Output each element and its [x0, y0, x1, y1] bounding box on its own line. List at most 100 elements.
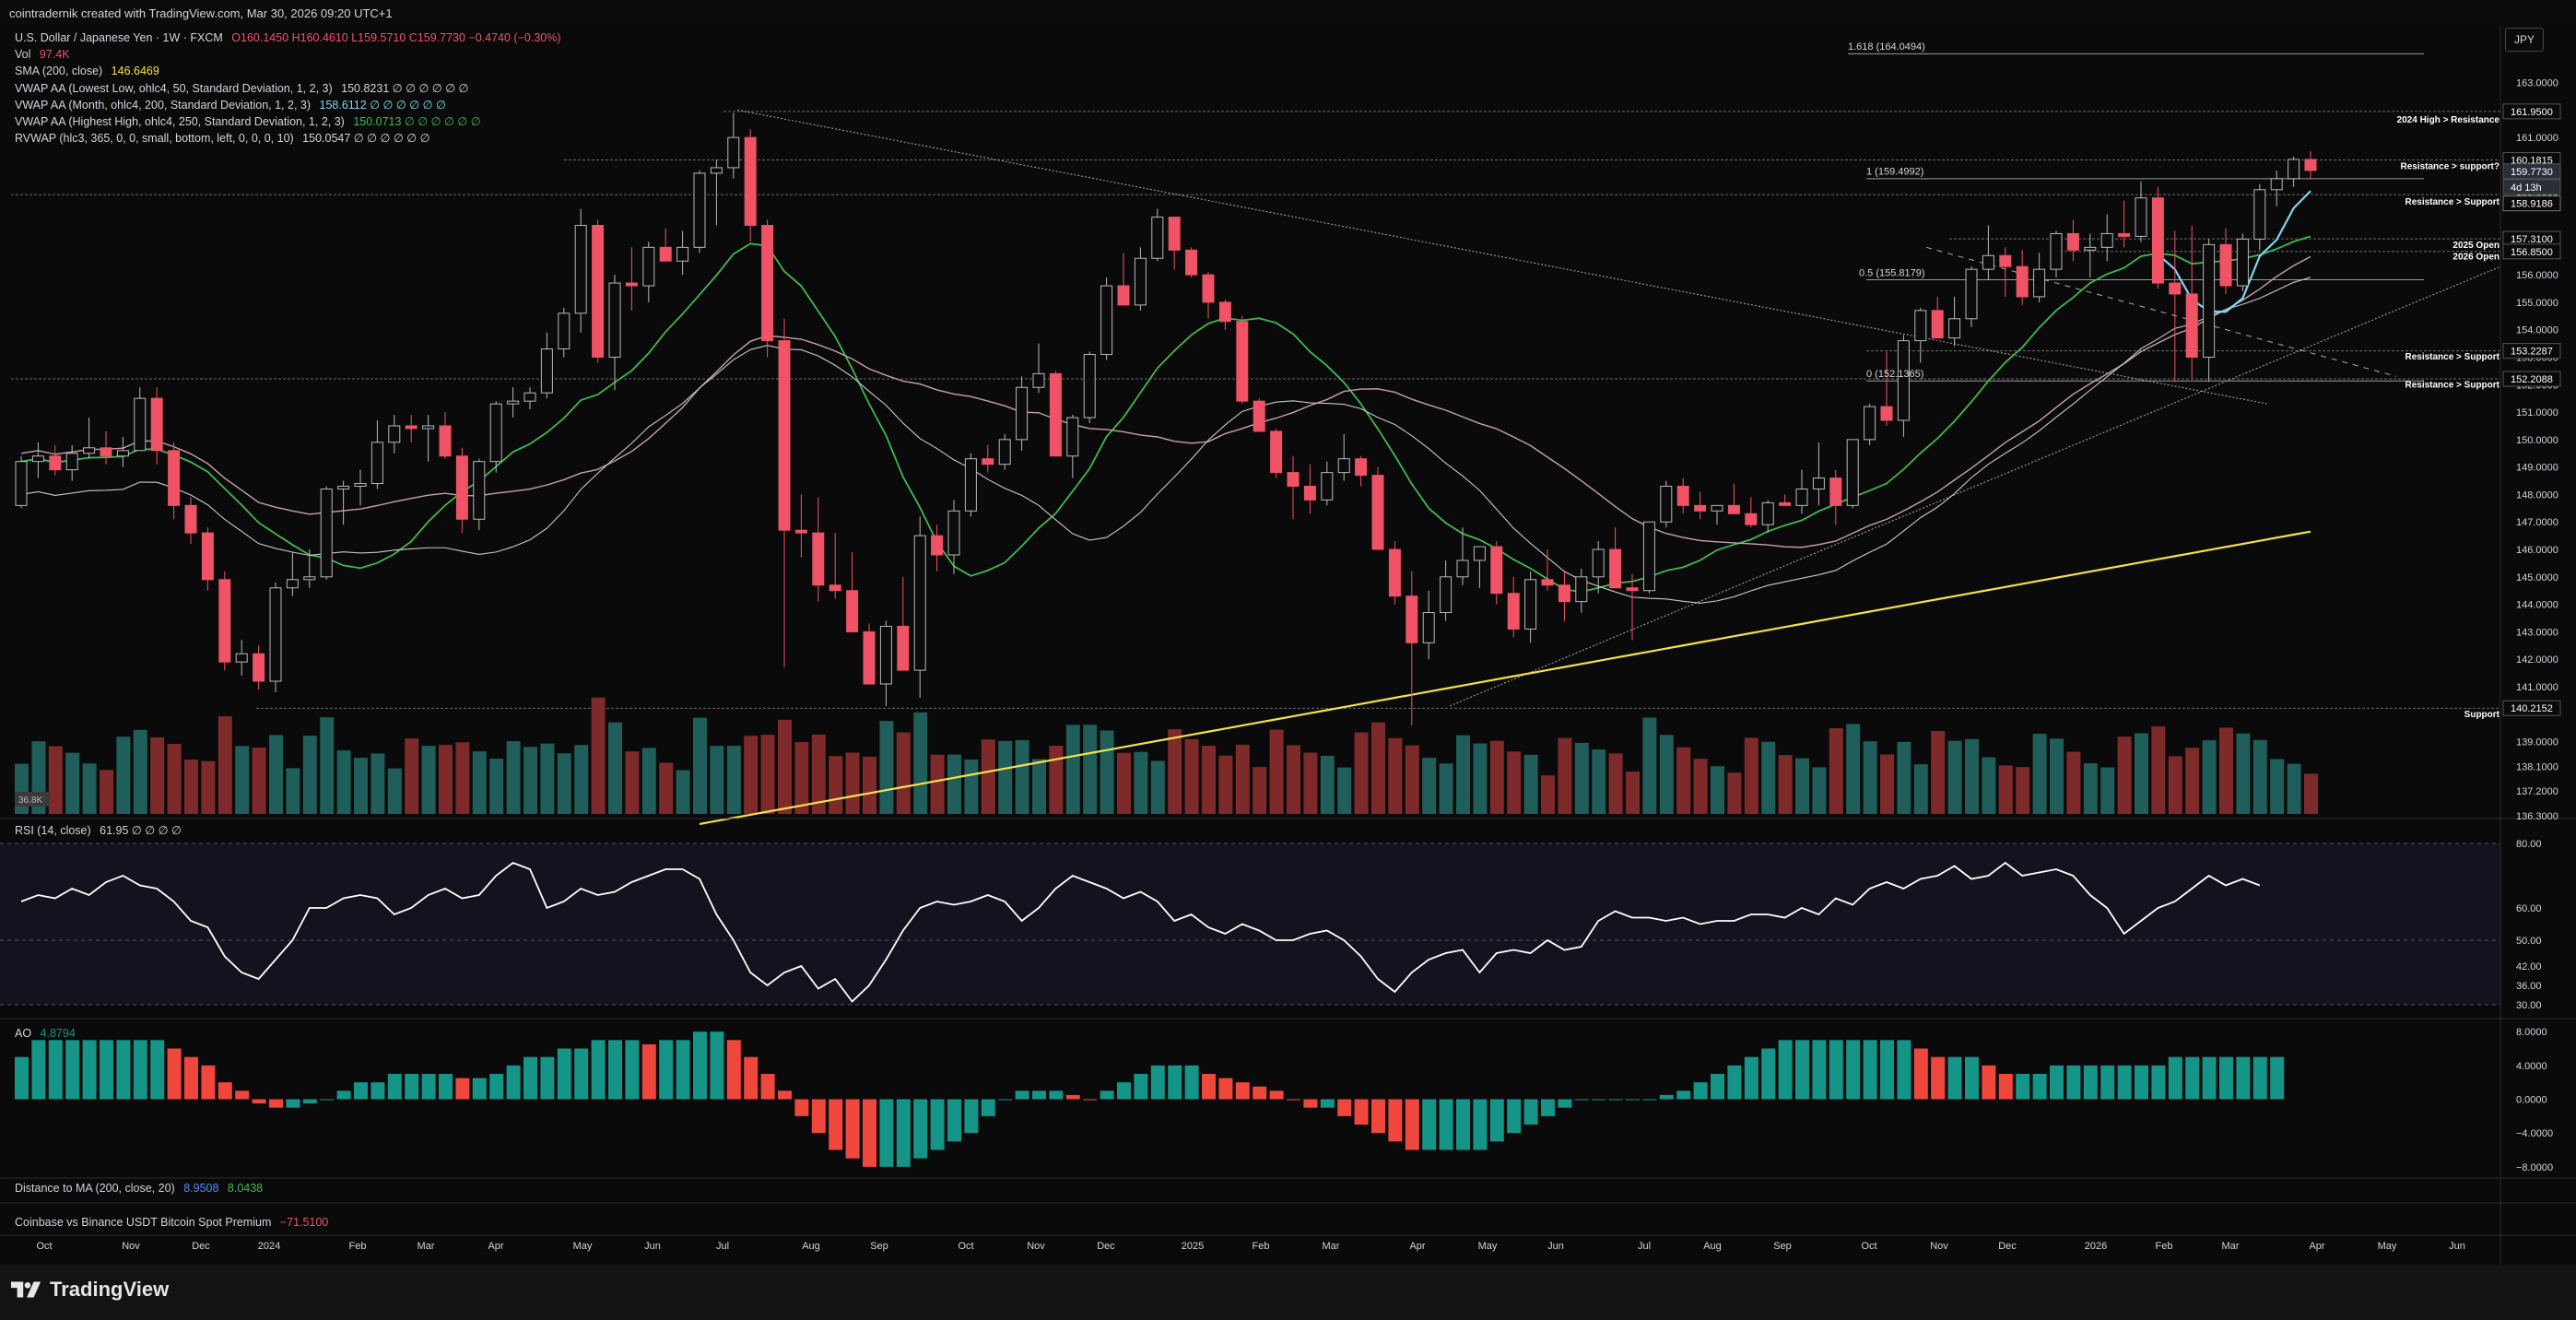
candle: [1388, 541, 1401, 605]
ao-bar: [930, 1099, 945, 1150]
candle: [1303, 464, 1316, 514]
tradingview-logo[interactable]: TradingView: [11, 1278, 169, 1302]
candle: [100, 430, 112, 465]
candle-body: [558, 312, 570, 350]
candle-body: [422, 425, 435, 430]
time-tick-label: Apr: [488, 1241, 503, 1252]
volume-bar: [1846, 724, 1861, 814]
time-tick-label: Mar: [1323, 1241, 1340, 1252]
legend-dist-label: Distance to MA (200, close, 20): [15, 1182, 175, 1195]
ao-bar: [1507, 1099, 1522, 1134]
volume-bar: [863, 756, 876, 814]
time-axis: Oct Nov Dec 2024 Feb Mar Apr May Jun Jul Aug Sep Oct…: [36, 1241, 2464, 1252]
ao-bar: [1456, 1099, 1470, 1150]
candle-body: [1049, 372, 1062, 457]
volume-bar: [998, 740, 1013, 814]
ao-bar: [1202, 1074, 1216, 1100]
legend-symbol-row: U.S. Dollar / Japanese Yen · 1W · FXCM O…: [15, 31, 561, 44]
candle: [1355, 455, 1368, 487]
volume-bar: [811, 734, 826, 814]
ao-bar: [1354, 1099, 1369, 1125]
chart-canvas[interactable]: 163.0000161.0000159.0000157.0000156.0000…: [0, 26, 2576, 1265]
candle-body: [540, 348, 553, 394]
candle: [253, 645, 265, 689]
candle-body: [1321, 472, 1334, 501]
ao-bar: [744, 1056, 759, 1100]
candle: [15, 455, 28, 509]
volume-bar: [845, 752, 860, 814]
volume-bar: [1863, 741, 1877, 814]
volume-bar: [523, 747, 537, 814]
ao-bar: [1523, 1099, 1538, 1125]
currency-button[interactable]: JPY: [2505, 28, 2544, 52]
ao-bar: [439, 1074, 453, 1100]
volume-bar: [1761, 741, 1776, 814]
ao-bar: [1574, 1099, 1589, 1101]
ao-bar: [489, 1074, 504, 1100]
candle: [134, 387, 147, 452]
price-tick-label: 144.0000: [2516, 600, 2558, 611]
volume-bar: [1744, 737, 1759, 814]
price-label: 158.9186: [2511, 199, 2553, 210]
candle: [1864, 404, 1876, 445]
candle-body: [625, 282, 638, 287]
ao-bar: [981, 1099, 995, 1116]
candle: [65, 444, 78, 481]
ao-bar: [1846, 1040, 1861, 1100]
candle-body: [1202, 274, 1215, 303]
candle: [1422, 590, 1435, 660]
time-tick-label: Jul: [716, 1241, 729, 1252]
ao-bar: [1184, 1065, 1199, 1100]
candle: [1473, 546, 1486, 588]
time-tick-label: Nov: [1930, 1241, 1948, 1252]
price-label-box: [2502, 195, 2561, 212]
candle: [1185, 247, 1198, 278]
candle-body: [218, 579, 231, 663]
volume-bar: [557, 753, 571, 814]
candle-body: [1066, 417, 1079, 457]
ao-bar: [829, 1099, 843, 1150]
volume-bar: [2202, 740, 2217, 814]
candle: [964, 453, 977, 517]
trendline-dashed: [1925, 246, 2397, 377]
candle-body: [65, 453, 78, 471]
time-tick-label: Mar: [418, 1241, 435, 1252]
candle: [168, 442, 181, 520]
candle-body: [2304, 159, 2317, 171]
ao-bar: [2066, 1065, 2081, 1100]
ao-bar: [913, 1099, 928, 1159]
watermark-header: cointradernik created with TradingView.c…: [0, 0, 2576, 26]
legend-dist-value2: 8.0438: [227, 1182, 264, 1195]
volume-bar: [421, 746, 436, 814]
candle-body: [439, 425, 452, 457]
price-tick-label: 150.0000: [2516, 435, 2558, 446]
price-tick-label: 156.0000: [2516, 270, 2558, 281]
volume-bar: [1218, 755, 1233, 814]
volume-bar: [1489, 740, 1504, 814]
ao-bar: [65, 1040, 80, 1100]
candle: [2084, 233, 2097, 278]
ao-bar: [269, 1099, 283, 1108]
candle-body: [2084, 246, 2097, 251]
price-tick-label: 163.0000: [2516, 78, 2558, 89]
legend-vwap3-row: VWAP AA (Highest High, ohlc4, 250, Stand…: [15, 114, 481, 128]
candle-body: [354, 483, 367, 488]
candle-body: [507, 400, 520, 405]
candle: [1236, 315, 1249, 405]
ao-bar: [167, 1048, 182, 1100]
ao-bar: [1778, 1040, 1793, 1100]
candle: [897, 576, 910, 671]
legend-cb-value: −71.5100: [279, 1216, 329, 1229]
ao-bar: [1218, 1078, 1233, 1100]
candle-body: [1829, 477, 1842, 506]
volume-bar: [1015, 739, 1029, 814]
ao-bar: [1032, 1090, 1046, 1100]
ao-bar: [1965, 1056, 1979, 1100]
volume-bar: [1574, 742, 1589, 814]
candle: [473, 458, 486, 531]
candle: [1371, 466, 1384, 550]
volume-bar: [1439, 763, 1453, 814]
volume-bar: [1558, 737, 1572, 814]
ao-bar: [879, 1099, 894, 1167]
legend-rvwap-value: 150.0547 ∅ ∅ ∅ ∅ ∅ ∅: [302, 132, 430, 145]
